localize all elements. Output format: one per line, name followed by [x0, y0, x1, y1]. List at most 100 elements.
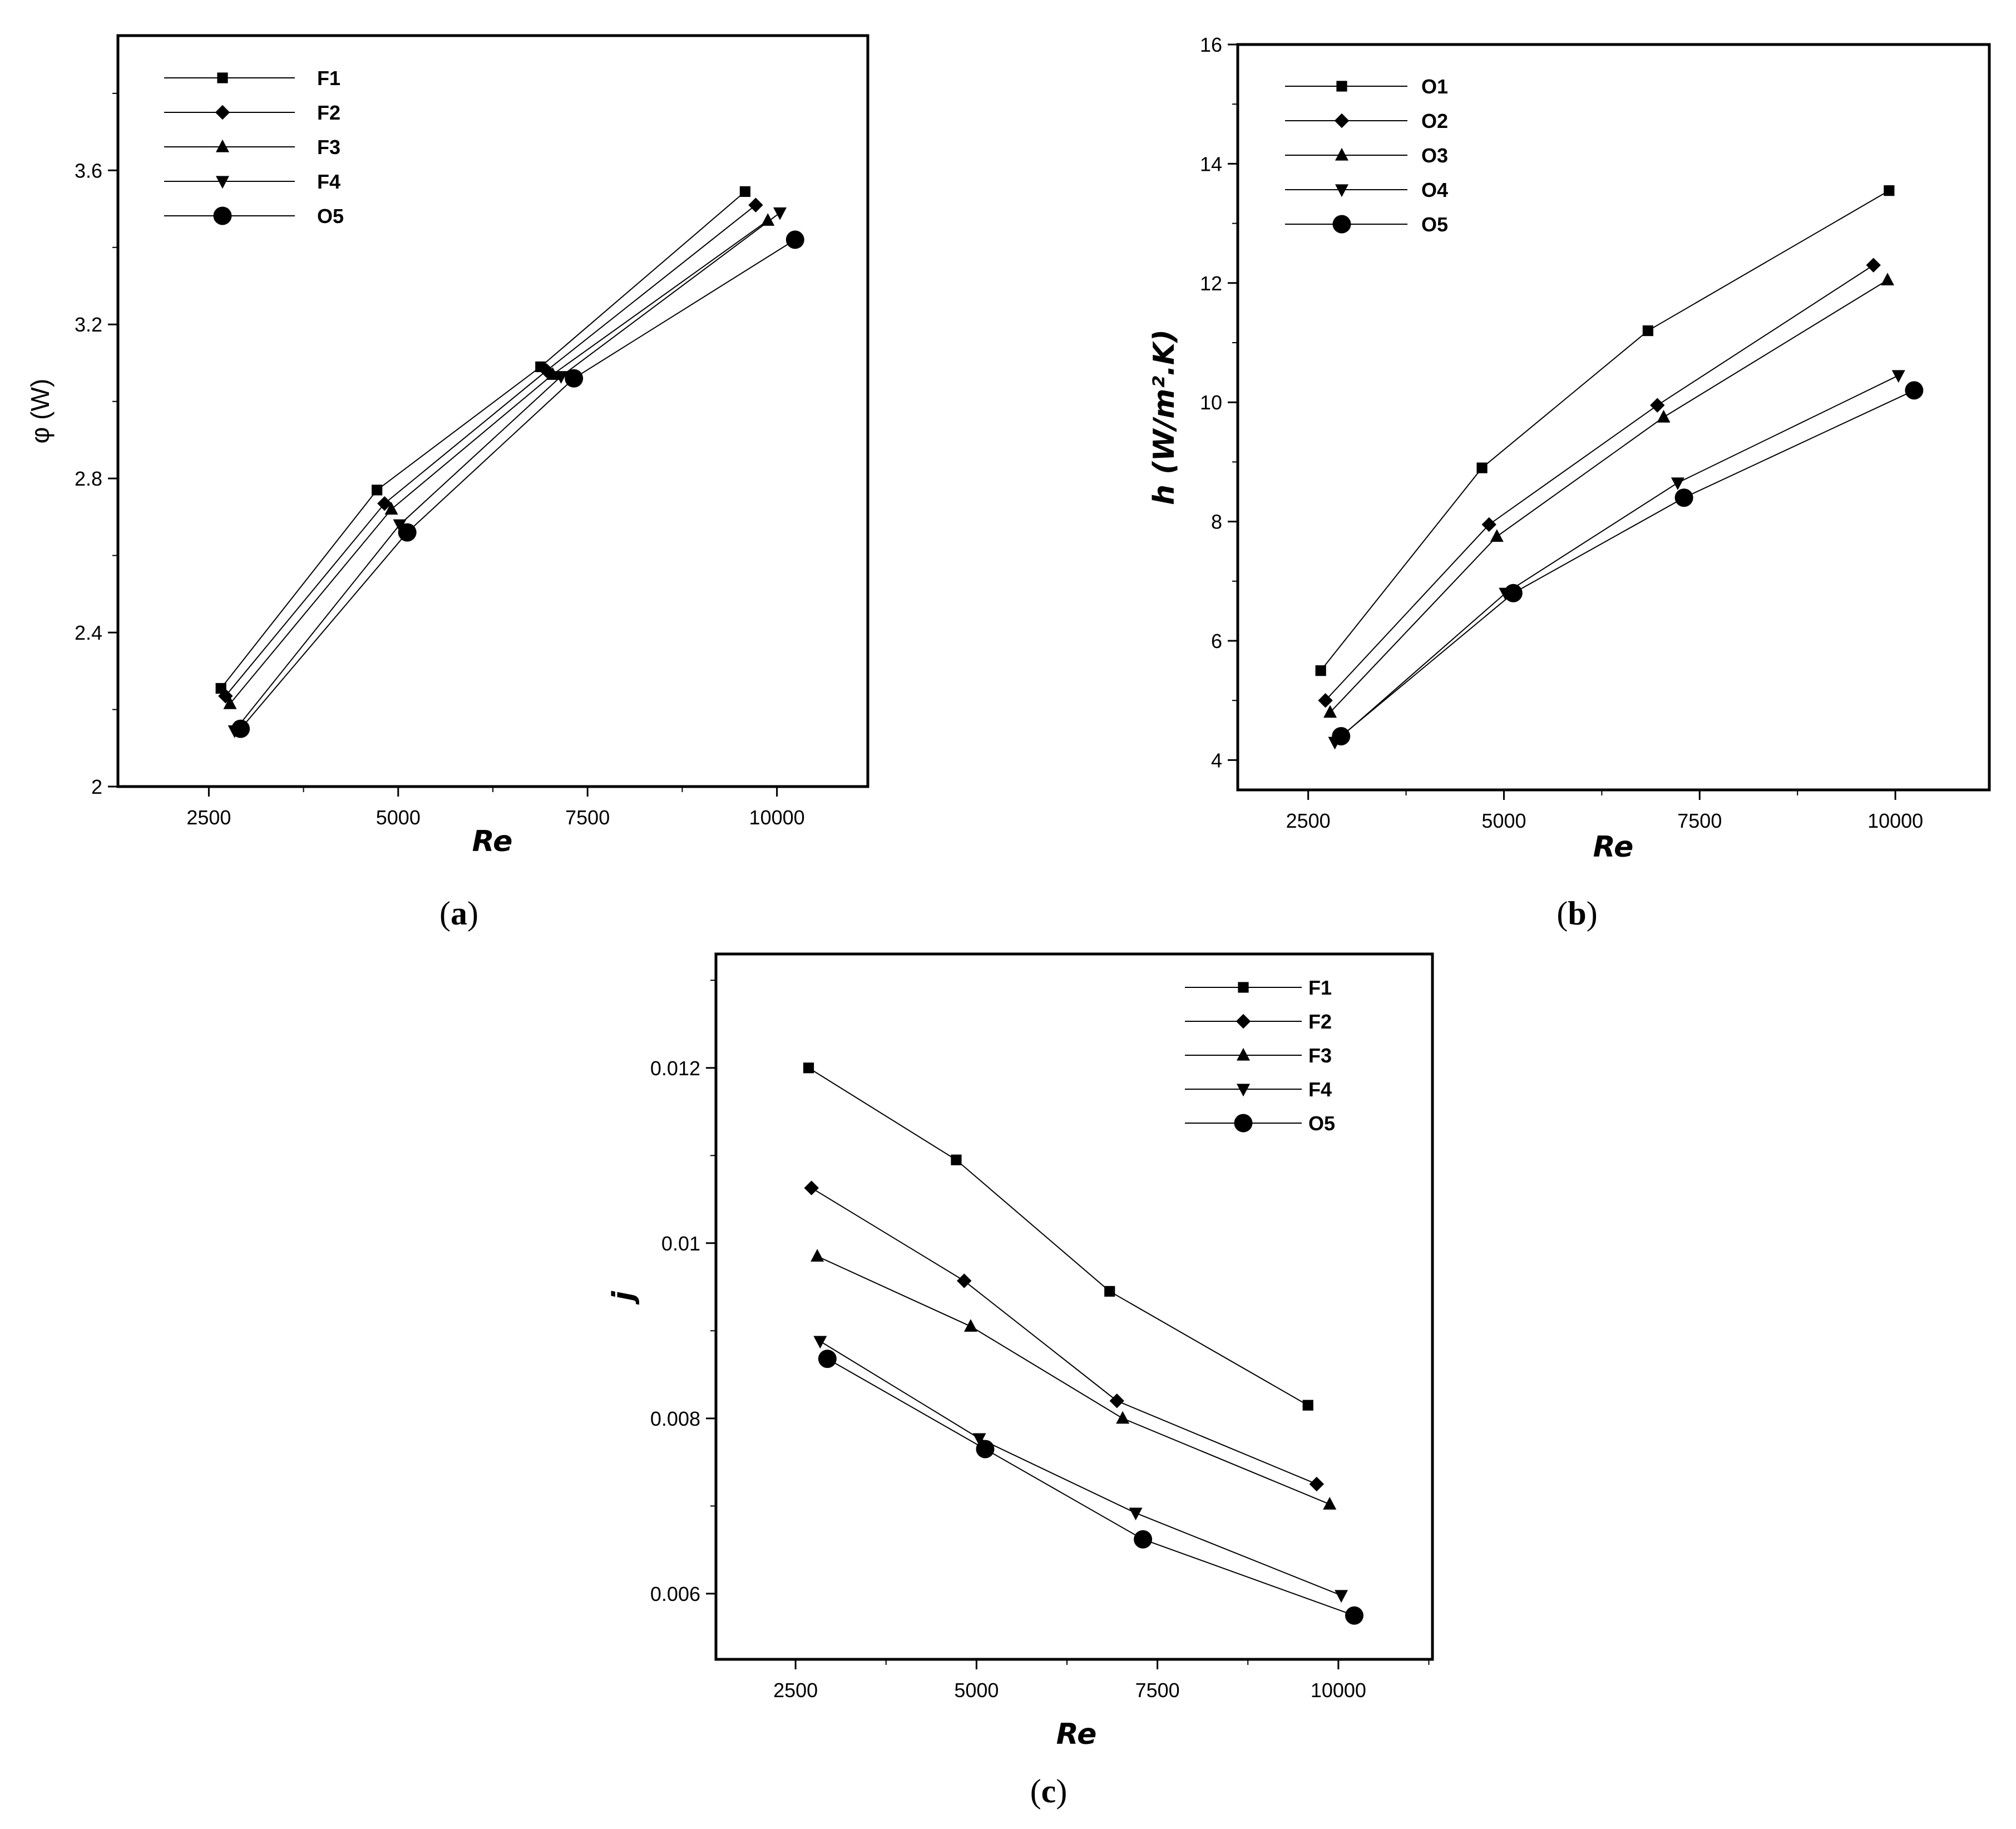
chart-b: 2500 5000 7500 10000 4 6 8 10 12 14 16 Re h (W/m².K)…	[1148, 33, 1991, 932]
y-tick-label-b: 6	[1211, 630, 1222, 652]
data-point-b-O3	[1657, 409, 1671, 423]
data-point-b-O5	[1332, 727, 1351, 746]
legend-label-c-F2: F2	[1308, 1010, 1332, 1033]
y-tick-label-a: 3.2	[75, 313, 102, 336]
legend-marker-c-O5	[1234, 1114, 1253, 1133]
panel-label-open-paren-b: (	[1557, 895, 1568, 932]
legend-label-b-O2: O2	[1421, 110, 1448, 132]
data-point-a-F1	[739, 186, 751, 197]
series-line-a-F1	[220, 191, 746, 689]
series-line-c-F2	[811, 1187, 1317, 1485]
data-point-a-F3	[546, 367, 560, 380]
panel-label-b: (b)	[1557, 895, 1597, 932]
x-tick-label-c: 2500	[773, 1679, 818, 1702]
data-point-b-O2	[1866, 258, 1881, 273]
data-point-b-O4	[1671, 477, 1684, 491]
series-line-b-O2	[1325, 264, 1874, 701]
x-axis-title-a: Re	[472, 825, 513, 858]
y-tick-label-a: 2.8	[75, 467, 102, 490]
legend-marker-a-F3	[216, 139, 229, 152]
legend-label-a-F2: F2	[317, 101, 340, 124]
legend-marker-a-O5	[213, 206, 232, 225]
series-line-c-O5	[827, 1358, 1355, 1617]
panel-label-c: (c)	[1030, 1773, 1068, 1810]
legend-marker-b-O2	[1334, 113, 1350, 128]
data-point-b-O2	[1650, 398, 1665, 413]
x-tick-label-c: 5000	[954, 1679, 999, 1702]
panel-label-letter-b: b	[1568, 895, 1586, 932]
series-line-c-F3	[817, 1255, 1330, 1505]
panel-label-a: (a)	[439, 895, 478, 932]
data-point-a-F3	[384, 502, 398, 515]
data-point-c-F4	[1129, 1507, 1143, 1521]
chart-a: 2500 5000 7500 10000 2 2.4 2.8 3.2 3.6 Re φ (W) F1 F…	[26, 34, 869, 932]
data-point-a-F2	[539, 363, 554, 378]
legend-label-c-O5: O5	[1308, 1112, 1335, 1135]
data-point-a-O5	[398, 523, 417, 542]
legend-marker-c-F1	[1238, 982, 1249, 993]
y-tick-label-c: 0.008	[650, 1407, 700, 1430]
data-point-a-F3	[223, 696, 237, 709]
data-point-a-F2	[377, 496, 392, 511]
legend-marker-a-F4	[216, 176, 229, 189]
legend-marker-a-F2	[215, 105, 230, 120]
x-tick-label-b: 5000	[1481, 809, 1526, 832]
x-tick-label-b: 10000	[1867, 809, 1923, 832]
y-axis-title-c: j	[607, 1291, 640, 1305]
y-tick-label-a: 3.6	[75, 159, 102, 182]
data-point-c-F2	[1109, 1393, 1124, 1408]
data-point-c-O5	[1345, 1606, 1363, 1625]
y-axis-title-b: h (W/m².K)	[1148, 329, 1181, 505]
series-line-b-O4	[1334, 375, 1899, 743]
legend-label-a-F4: F4	[317, 170, 340, 193]
plot-frame-c	[714, 952, 1434, 1661]
legend-label-a-F1: F1	[317, 67, 340, 90]
legend-label-b-O5: O5	[1421, 213, 1448, 236]
data-point-c-F4	[1335, 1590, 1348, 1603]
x-axis-title-c: Re	[1056, 1718, 1097, 1751]
data-point-b-O4	[1891, 370, 1905, 383]
legend-marker-b-O5	[1332, 215, 1351, 234]
data-point-b-O3	[1881, 273, 1895, 286]
data-point-c-F2	[1309, 1476, 1325, 1492]
y-tick-label-a: 2.4	[75, 621, 102, 644]
data-point-a-F4	[393, 519, 407, 532]
data-point-a-F2	[748, 197, 763, 212]
y-axis-title-a: φ (W)	[26, 379, 55, 444]
y-tick-label-b: 10	[1200, 391, 1222, 414]
plot-frame-a	[116, 34, 869, 788]
data-point-c-F3	[963, 1319, 977, 1332]
x-axis-title-b: Re	[1593, 831, 1634, 864]
legend-label-b-O4: O4	[1421, 179, 1448, 201]
panel-label-close-paren-a: )	[467, 895, 478, 932]
data-point-b-O1	[1642, 325, 1654, 337]
x-tick-label-c: 7500	[1135, 1679, 1180, 1702]
legend-marker-c-F3	[1237, 1047, 1250, 1061]
data-point-b-O3	[1323, 705, 1337, 718]
y-tick-label-b: 16	[1200, 33, 1222, 56]
data-point-c-O5	[976, 1440, 995, 1459]
y-tick-label-b: 12	[1200, 272, 1222, 295]
x-tick-label-c: 10000	[1311, 1679, 1366, 1702]
x-tick-label-a: 7500	[565, 806, 610, 829]
legend-marker-c-F4	[1237, 1084, 1250, 1097]
data-point-c-F2	[804, 1180, 819, 1195]
plot-frame-b	[1236, 43, 1991, 792]
data-point-c-F1	[1302, 1400, 1313, 1411]
data-point-b-O5	[1504, 584, 1523, 602]
data-point-a-F4	[554, 371, 568, 384]
x-tick-label-a: 2500	[186, 806, 231, 829]
y-tick-label-b: 8	[1211, 511, 1222, 533]
series-line-b-O1	[1320, 190, 1890, 671]
legend-label-a-F3: F3	[317, 136, 340, 159]
data-point-a-O5	[785, 230, 804, 249]
legend-label-a-O5: O5	[317, 205, 344, 228]
data-point-b-O5	[1905, 381, 1924, 400]
data-point-c-F4	[813, 1336, 827, 1349]
data-point-c-O5	[818, 1349, 837, 1368]
data-point-a-O5	[565, 369, 584, 388]
x-tick-label-a: 10000	[749, 806, 805, 829]
data-point-a-F3	[761, 213, 775, 226]
x-tick-label-a: 5000	[376, 806, 421, 829]
